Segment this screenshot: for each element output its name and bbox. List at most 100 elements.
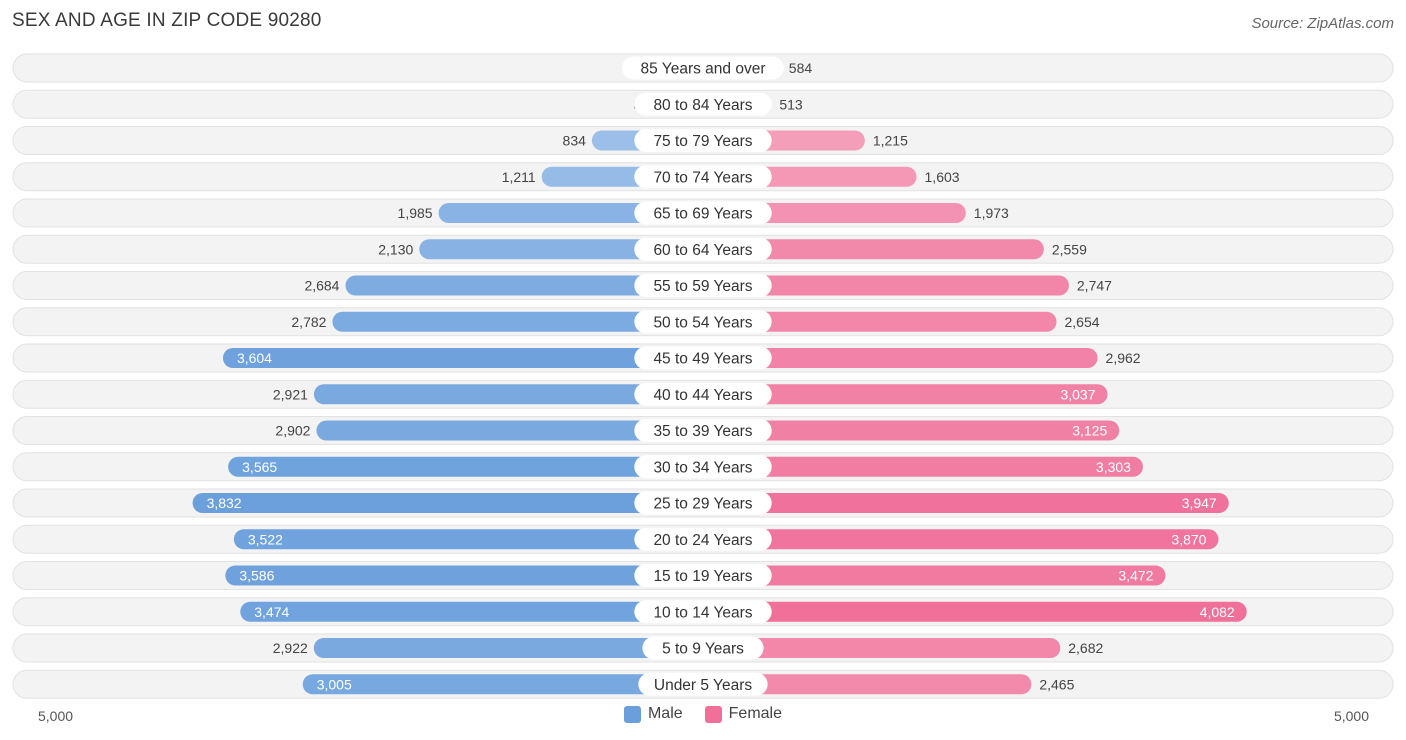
- row-5-to-9-years: 2,922 2,682 5 to 9 Years: [12, 633, 1394, 663]
- value-label-male: 834: [563, 133, 587, 149]
- bar-male[interactable]: [240, 601, 704, 622]
- category-label: 65 to 69 Years: [653, 206, 752, 223]
- bar-female[interactable]: [703, 420, 1120, 441]
- value-label-female: 3,303: [1096, 459, 1131, 475]
- legend-swatch-female: [704, 705, 722, 723]
- category-pill: [622, 56, 784, 80]
- category-pill: [634, 346, 772, 370]
- category-pill: [634, 165, 772, 189]
- row-70-to-74-years: 1,211 1,603 70 to 74 Years: [12, 162, 1394, 192]
- value-label-female: 2,682: [1068, 640, 1103, 656]
- value-label-female: 3,125: [1072, 423, 1107, 439]
- row-50-to-54-years: 2,782 2,654 50 to 54 Years: [12, 307, 1394, 337]
- value-label-female: 3,947: [1182, 495, 1217, 511]
- bar-male[interactable]: [332, 311, 703, 332]
- value-label-male: 3,586: [239, 568, 274, 584]
- bar-female[interactable]: [703, 674, 1032, 695]
- bar-male[interactable]: [313, 638, 703, 658]
- row-30-to-34-years: 3,565 3,303 30 to 34 Years: [12, 452, 1394, 482]
- bar-male[interactable]: [302, 674, 703, 695]
- bar-male[interactable]: [222, 348, 703, 368]
- bar-female[interactable]: [703, 275, 1069, 296]
- value-label-female: 3,870: [1171, 531, 1206, 547]
- bar-female[interactable]: [703, 493, 1229, 513]
- category-pill: [634, 564, 772, 587]
- value-label-male: 2,922: [273, 640, 308, 656]
- value-label-female: 2,962: [1106, 350, 1141, 366]
- value-label-female: 1,603: [925, 169, 960, 185]
- category-label: 75 to 79 Years: [653, 133, 752, 150]
- category-pill: [638, 672, 768, 696]
- bar-male[interactable]: [228, 456, 703, 477]
- category-pill: [634, 382, 772, 406]
- category-label: 60 to 64 Years: [653, 242, 752, 259]
- value-label-female: 513: [779, 96, 803, 112]
- bar-male[interactable]: [316, 420, 703, 441]
- category-pill: [642, 636, 764, 660]
- bar-female[interactable]: [703, 638, 1061, 658]
- value-label-female: 2,465: [1039, 676, 1074, 692]
- value-label-female: 1,215: [873, 133, 908, 149]
- category-pill: [634, 600, 772, 624]
- value-label-female: 3,472: [1118, 568, 1153, 584]
- chart-title: SEX AND AGE IN ZIP CODE 90280: [12, 10, 322, 31]
- row-25-to-29-years: 3,832 3,947 25 to 29 Years: [12, 488, 1394, 518]
- row-55-to-59-years: 2,684 2,747 55 to 59 Years: [12, 271, 1394, 300]
- category-label: 50 to 54 Years: [653, 314, 752, 331]
- axis-left-label: 5,000: [38, 708, 74, 724]
- row-85-years-and-over: 21058485 Years and over: [12, 53, 1394, 83]
- row-75-to-79-years: 834 1,215 75 to 79 Years: [12, 126, 1394, 155]
- bar-male[interactable]: [225, 565, 704, 586]
- bar-male[interactable]: [313, 384, 703, 405]
- category-pill: [634, 274, 772, 297]
- bar-female[interactable]: [703, 239, 1044, 260]
- value-label-male: 2,902: [275, 423, 310, 439]
- bar-female[interactable]: [703, 311, 1057, 332]
- value-label-male: 2,782: [291, 314, 326, 330]
- category-label: Under 5 Years: [654, 677, 752, 694]
- value-label-female: 584: [789, 60, 813, 76]
- category-label: 25 to 29 Years: [653, 496, 752, 513]
- row-10-to-14-years: 3,474 4,082 10 to 14 Years: [12, 597, 1394, 627]
- value-label-male: 1,211: [502, 169, 536, 185]
- category-label: 80 to 84 Years: [653, 97, 752, 114]
- category-pill: [634, 455, 772, 479]
- value-label-male: 2,684: [304, 278, 339, 294]
- legend-item-female: Female: [704, 705, 783, 723]
- bar-female[interactable]: [703, 565, 1166, 586]
- category-pill: [634, 310, 772, 334]
- category-label: 20 to 24 Years: [653, 532, 752, 549]
- bar-male[interactable]: [233, 529, 703, 550]
- value-label-male: 1,985: [398, 205, 433, 221]
- bar-female[interactable]: [703, 348, 1098, 368]
- value-label-female: 2,747: [1077, 278, 1112, 294]
- bar-male[interactable]: [192, 493, 703, 513]
- category-label: 10 to 14 Years: [653, 604, 752, 621]
- value-label-female: 4,082: [1200, 604, 1235, 620]
- category-pill: [634, 491, 772, 515]
- legend-item-male: Male: [623, 705, 683, 723]
- category-label: 5 to 9 Years: [662, 641, 744, 658]
- bar-male[interactable]: [345, 275, 703, 296]
- category-label: 85 Years and over: [641, 61, 766, 78]
- category-label: 30 to 34 Years: [653, 459, 752, 476]
- bar-male[interactable]: [419, 239, 703, 260]
- row-80-to-84-years: 30051380 to 84 Years: [12, 89, 1394, 119]
- category-label: 45 to 49 Years: [653, 351, 752, 368]
- value-label-male: 3,522: [248, 531, 283, 547]
- value-label-female: 2,559: [1052, 241, 1087, 257]
- row-35-to-39-years: 2,902 3,125 35 to 39 Years: [12, 416, 1394, 445]
- legend-label-female: Female: [728, 705, 783, 722]
- value-label-male: 2,921: [273, 386, 308, 402]
- bar-female[interactable]: [703, 384, 1108, 405]
- row-40-to-44-years: 2,921 3,037 40 to 44 Years: [12, 379, 1394, 409]
- category-label: 15 to 19 Years: [653, 568, 752, 585]
- row-under-5-years: 3,005 2,465 Under 5 Years: [12, 669, 1394, 699]
- legend: Male Female: [0, 705, 1406, 723]
- bar-female[interactable]: [703, 456, 1143, 477]
- row-20-to-24-years: 3,522 3,870 20 to 24 Years: [12, 524, 1394, 554]
- bar-female[interactable]: [703, 601, 1247, 622]
- category-pill: [634, 419, 772, 442]
- category-label: 40 to 44 Years: [653, 387, 752, 404]
- bar-female[interactable]: [703, 529, 1219, 550]
